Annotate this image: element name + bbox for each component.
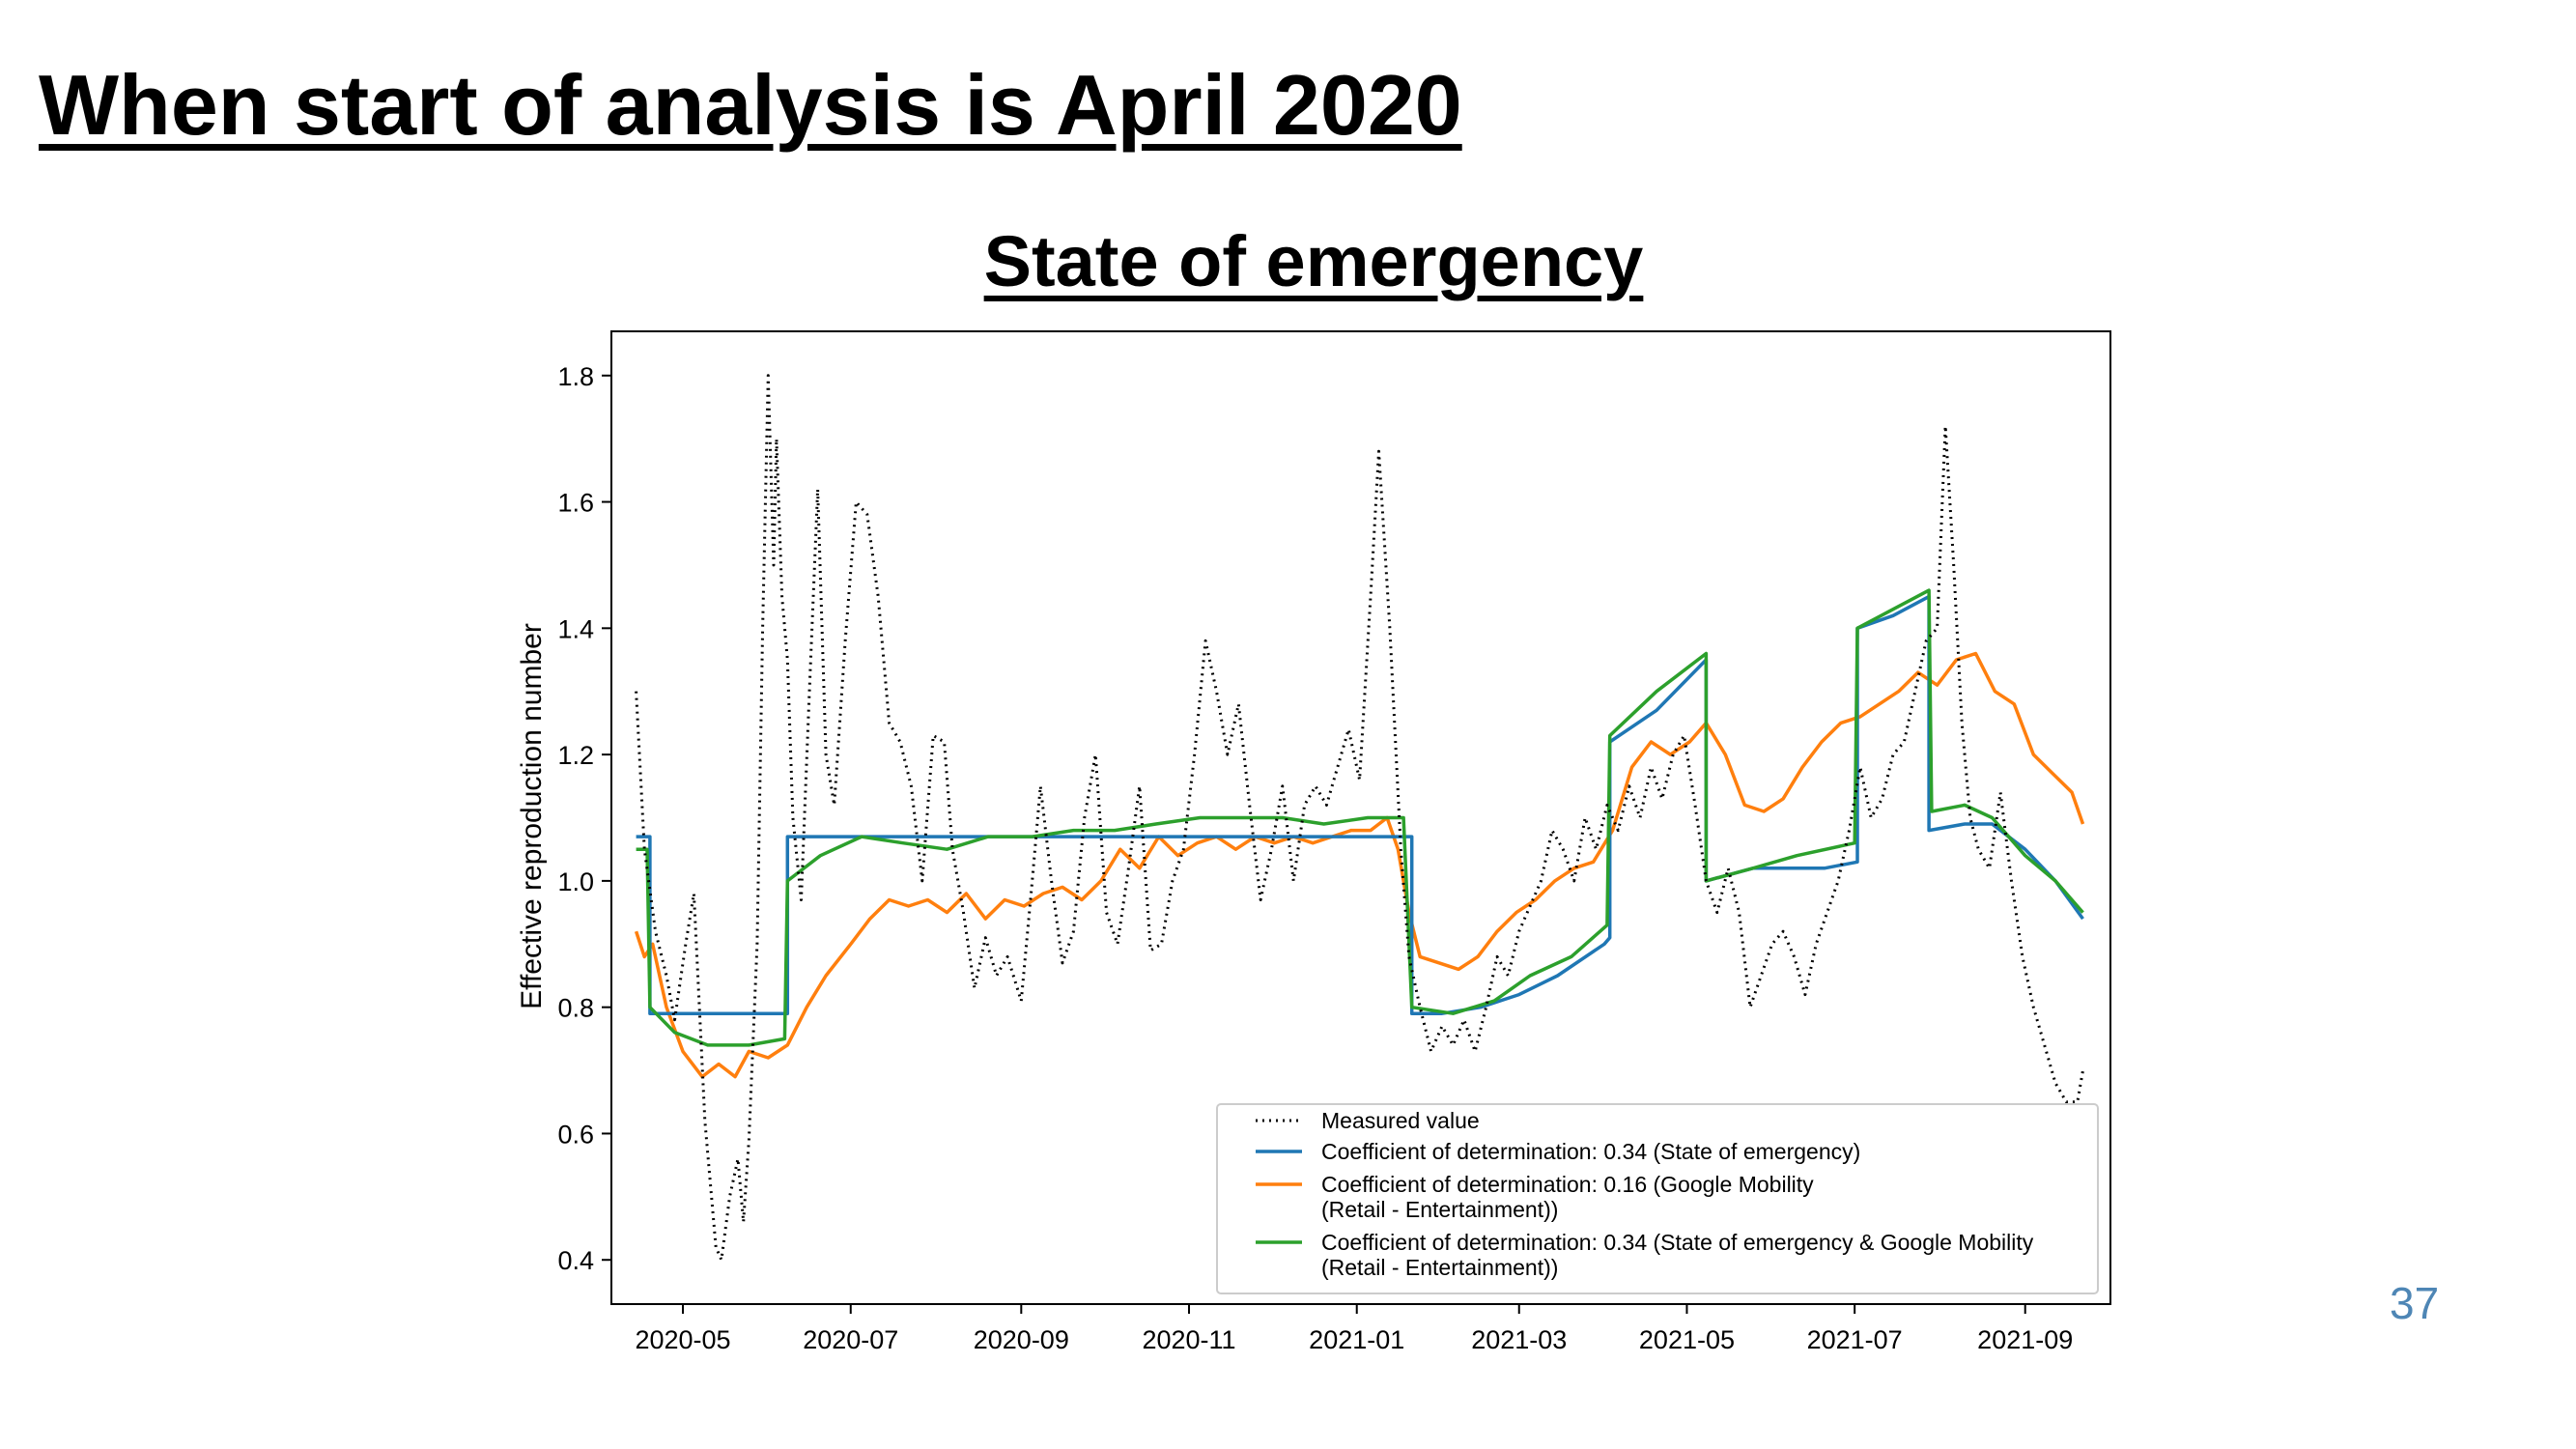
y-axis: 0.4 0.6 0.8 1.0 1.2 1.4 1.6 1.8 (557, 362, 611, 1275)
legend-label-mobility-line1: Coefficient of determination: 0.16 (Goog… (1321, 1172, 1814, 1197)
legend-label-mobility-line2: (Retail - Entertainment)) (1321, 1197, 1558, 1222)
y-tick-label: 0.6 (557, 1120, 594, 1149)
y-tick-label: 0.8 (557, 994, 594, 1023)
x-tick-label: 2021-07 (1807, 1325, 1903, 1354)
x-tick-label: 2020-09 (974, 1325, 1069, 1354)
series-layer (634, 374, 2085, 1262)
series-line-3 (636, 588, 2084, 1047)
y-tick-label: 0.4 (557, 1246, 594, 1275)
slide-title: When start of analysis is April 2020 (39, 57, 1462, 153)
legend-label-measured: Measured value (1321, 1108, 1480, 1133)
x-tick-label: 2021-05 (1639, 1325, 1735, 1354)
y-tick-label: 1.4 (557, 614, 594, 643)
y-tick-label: 1.0 (557, 867, 594, 896)
series-line-1 (636, 594, 2084, 1015)
series-line-2 (634, 651, 2085, 1079)
x-tick-label: 2021-03 (1471, 1325, 1567, 1354)
x-tick-label: 2021-09 (1977, 1325, 2073, 1354)
x-tick-label: 2021-01 (1309, 1325, 1404, 1354)
legend: Measured value Coefficient of determinat… (1216, 1103, 2099, 1294)
chart-title: State of emergency (983, 221, 1644, 301)
y-axis-label: Effective reproduction number (516, 623, 548, 1009)
x-axis: 2020-05 2020-07 2020-09 2020-11 2021-01 2021-… (635, 1304, 2073, 1354)
y-tick-label: 1.2 (557, 741, 594, 770)
legend-box (1216, 1103, 2099, 1294)
y-tick-label: 1.6 (557, 489, 594, 518)
x-tick-label: 2020-11 (1142, 1325, 1235, 1354)
x-tick-label: 2020-05 (635, 1325, 730, 1354)
series-line-0 (635, 374, 2084, 1262)
legend-label-combined-line2: (Retail - Entertainment)) (1321, 1255, 1558, 1280)
legend-label-emergency: Coefficient of determination: 0.34 (Stat… (1321, 1139, 1860, 1164)
legend-label-combined-line1: Coefficient of determination: 0.34 (Stat… (1321, 1230, 2034, 1255)
plot-frame (610, 330, 2111, 1305)
x-tick-label: 2020-07 (803, 1325, 898, 1354)
y-tick-label: 1.8 (557, 362, 594, 391)
page-number: 37 (2390, 1278, 2440, 1328)
